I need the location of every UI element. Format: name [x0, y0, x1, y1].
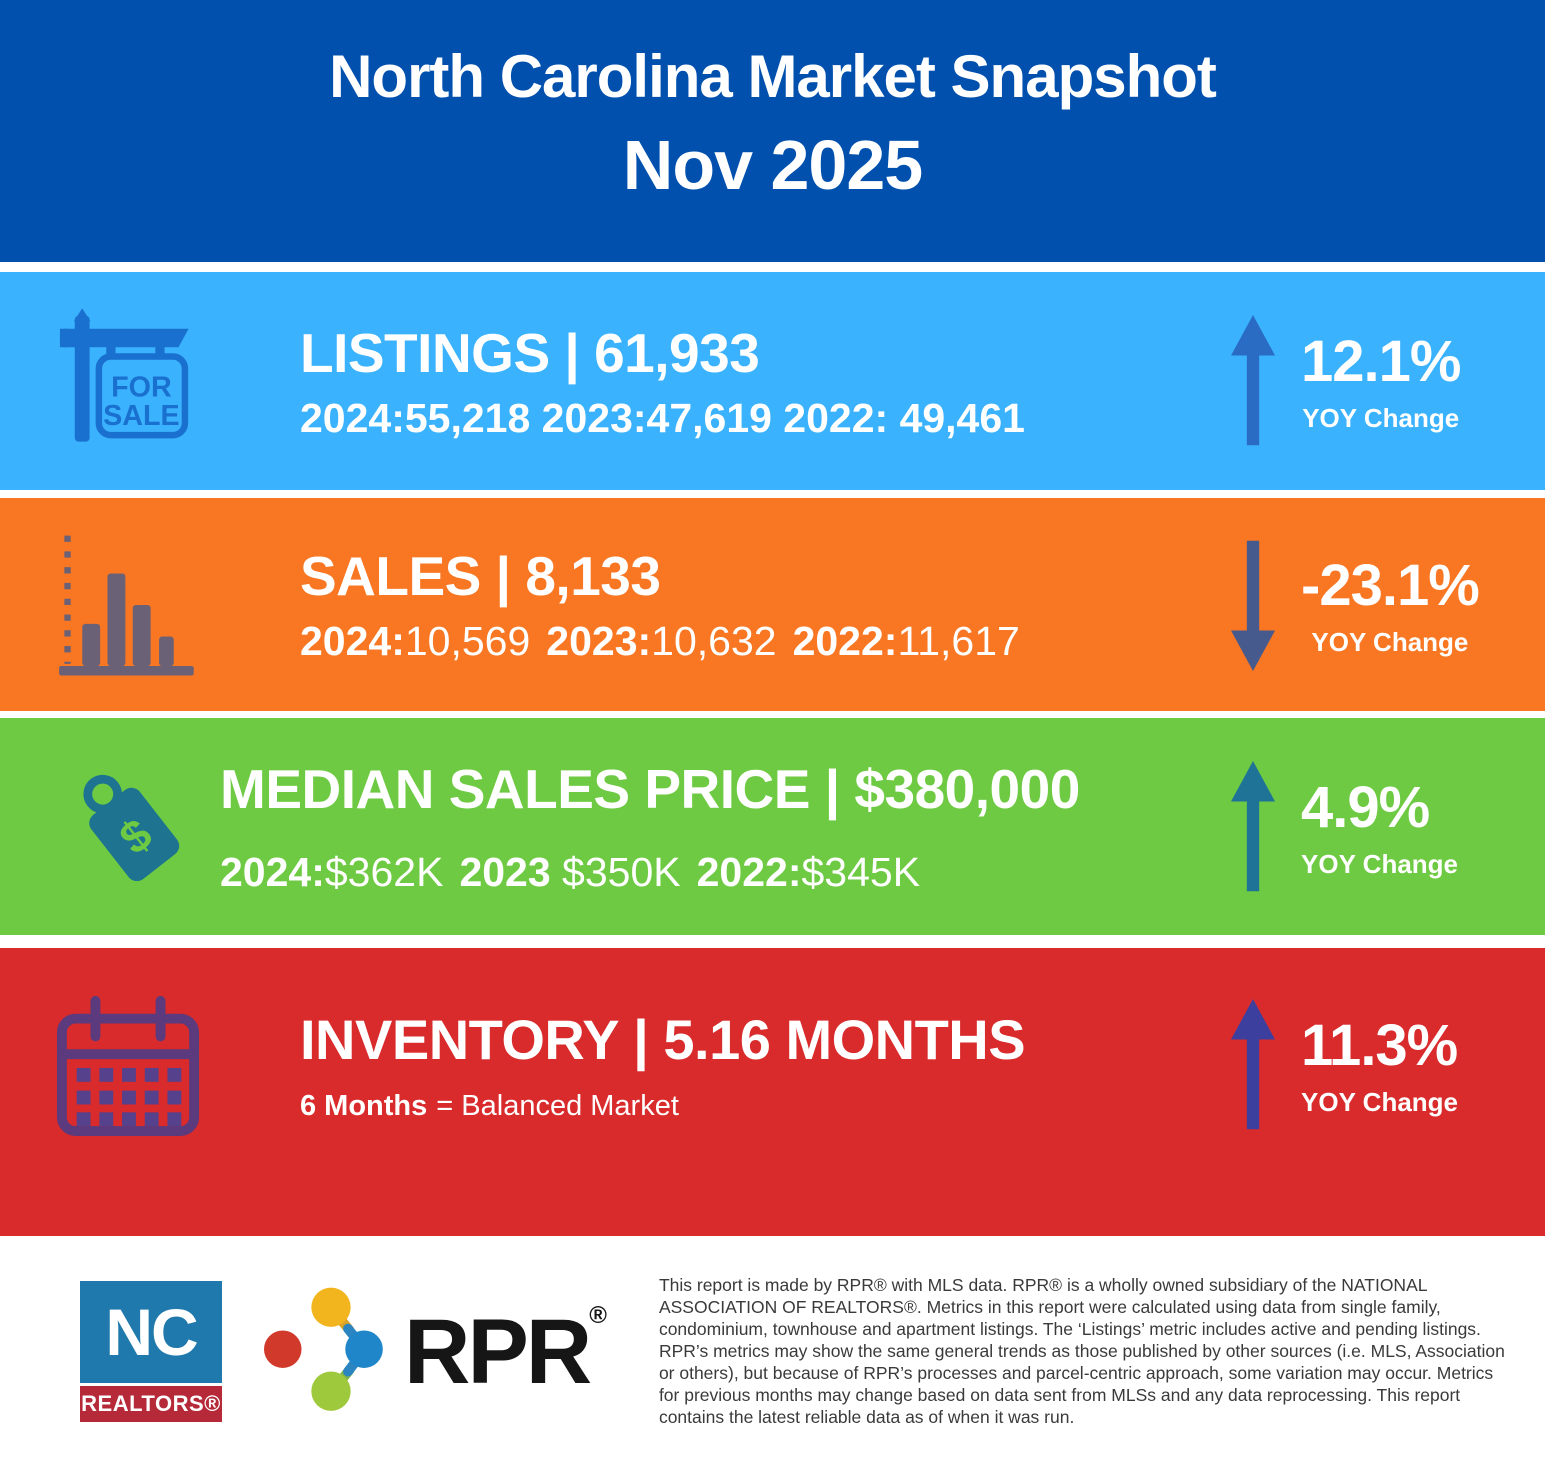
inventory-note: 6 Months = Balanced Market: [300, 1090, 1225, 1123]
listings-text: LISTINGS | 61,933 2024:55,218 2023:47,61…: [255, 321, 1225, 442]
rpr-logo: RPR®: [264, 1284, 607, 1418]
year-label: 2022:: [792, 618, 898, 664]
inventory-icon-col: [0, 991, 255, 1139]
median-yoy: 4.9% YOY Change: [1225, 760, 1545, 893]
median-title: MEDIAN SALES PRICE | $380,000: [220, 758, 1080, 820]
nc-realtors-logo: NC REALTORS®: [80, 1280, 222, 1422]
sales-text: SALES | 8,133 2024:10,569 2023:10,632 2022…: [255, 544, 1225, 665]
listings-yoy: 12.1% YOY Change: [1225, 315, 1545, 447]
sales-yoy-text: -23.1% YOY Change: [1301, 552, 1480, 658]
inventory-note-bold: 6 Months: [300, 1089, 428, 1122]
inventory-yoy-label: YOY Change: [1301, 1086, 1459, 1117]
year-label: 2022:: [696, 849, 802, 895]
inventory-yoy-value: 11.3%: [1301, 1012, 1458, 1078]
listings-yoy-label: YOY Change: [1302, 403, 1460, 433]
sales-yoy: -23.1% YOY Change: [1225, 539, 1545, 671]
median-history-2022: 2022:$345K: [697, 849, 920, 895]
page-subtitle: Nov 2025: [622, 125, 923, 204]
footer: NC REALTORS® RPR® This report is made by…: [0, 1236, 1545, 1466]
year-value: $350K: [550, 849, 681, 895]
page-title: North Carolina Market Snapshot: [329, 42, 1217, 110]
median-history-2024: 2024:$362K: [220, 849, 443, 895]
for-sale-sign-icon: FOR SALE: [59, 308, 189, 442]
inventory-text: INVENTORY | 5.16 MONTHS 6 Months = Balanc…: [255, 1007, 1225, 1123]
sales-yoy-label: YOY Change: [1311, 626, 1469, 657]
inventory-yoy-text: 11.3% YOY Change: [1301, 1012, 1458, 1118]
median-yoy-label: YOY Change: [1301, 848, 1459, 879]
rpr-wordmark-text: RPR: [404, 1301, 592, 1403]
inventory-note-rest: = Balanced Market: [436, 1089, 679, 1122]
nc-logo-wordmark: REALTORS®: [80, 1385, 222, 1422]
nc-logo-mark: NC: [80, 1280, 222, 1383]
median-price-band: $ MEDIAN SALES PRICE | $380,000 2024:$36…: [0, 718, 1545, 935]
listings-title: LISTINGS | 61,933: [300, 321, 760, 384]
median-history-2023: 2023 $350K: [459, 849, 680, 895]
inventory-band: INVENTORY | 5.16 MONTHS 6 Months = Balanc…: [0, 948, 1545, 1236]
down-arrow-icon: [1231, 540, 1275, 671]
listings-icon-col: FOR SALE: [0, 302, 255, 460]
bar-chart-icon: [58, 535, 194, 675]
year-value: 10,632: [651, 618, 777, 664]
sales-title: SALES | 8,133: [300, 545, 661, 607]
median-yoy-value: 4.9%: [1301, 774, 1430, 840]
listings-yoy-value: 12.1%: [1301, 329, 1461, 394]
inventory-yoy: 11.3% YOY Change: [1225, 998, 1545, 1131]
inventory-title: INVENTORY | 5.16 MONTHS: [300, 1007, 1026, 1071]
up-arrow-icon: [1231, 998, 1275, 1129]
year-label: 2024:: [300, 618, 405, 664]
up-arrow-icon: [1231, 315, 1275, 446]
year-value: 11,617: [897, 618, 1020, 664]
price-tag-icon: $: [82, 774, 179, 882]
for-sale-text-line2: SALE: [103, 400, 180, 432]
median-icon-col: $: [0, 749, 255, 904]
sales-history-2022: 2022:11,617: [793, 618, 1020, 664]
for-sale-text-line1: FOR: [111, 371, 172, 403]
year-label: 2023:: [546, 618, 652, 664]
rpr-registered-mark: ®: [589, 1302, 607, 1329]
sales-yoy-value: -23.1%: [1301, 552, 1480, 618]
median-text: MEDIAN SALES PRICE | $380,000 2024:$362K…: [220, 757, 1225, 896]
year-label: 2023: [459, 849, 551, 895]
header: North Carolina Market Snapshot Nov 2025: [0, 0, 1545, 262]
disclaimer-text: This report is made by RPR® with MLS dat…: [658, 1274, 1505, 1428]
up-arrow-icon: [1231, 760, 1275, 891]
rpr-wordmark: RPR®: [404, 1302, 607, 1399]
median-yoy-text: 4.9% YOY Change: [1301, 774, 1458, 880]
year-value: $362K: [324, 849, 444, 895]
median-history: 2024:$362K 2023 $350K 2022:$345K: [220, 849, 1225, 896]
sales-history-2023: 2023:10,632: [546, 618, 776, 664]
year-value: 10,569: [404, 618, 531, 664]
rpr-molecule-icon: [264, 1287, 383, 1411]
sales-band: SALES | 8,133 2024:10,569 2023:10,632 2022…: [0, 498, 1545, 711]
calendar-icon: [56, 995, 199, 1136]
listings-band: FOR SALE LISTINGS | 61,933 2024:55,218 2…: [0, 272, 1545, 490]
sales-icon-col: [0, 531, 255, 679]
year-label: 2024:: [220, 849, 325, 895]
listings-yoy-text: 12.1% YOY Change: [1301, 328, 1461, 434]
listings-history: 2024:55,218 2023:47,619 2022: 49,461: [300, 394, 1025, 441]
sales-history: 2024:10,569 2023:10,632 2022:11,617: [300, 618, 1225, 665]
year-value: $345K: [801, 849, 921, 895]
sales-history-2024: 2024:10,569: [300, 618, 530, 664]
